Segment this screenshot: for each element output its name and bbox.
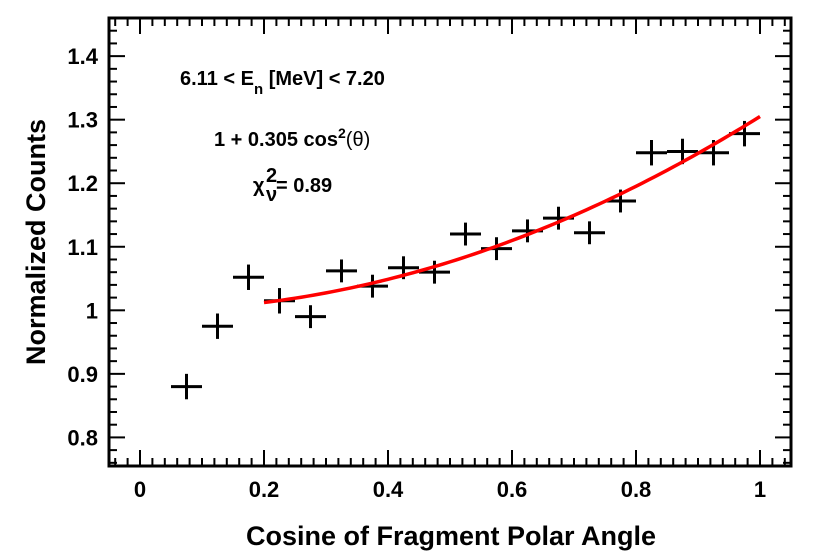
- x-tick-label: 0: [134, 477, 146, 502]
- annotation-fit-function: 1 + 0.305 cos2(θ): [214, 125, 370, 151]
- tick-marks: [109, 17, 791, 466]
- fit-curve: [263, 115, 761, 305]
- data-point: [326, 259, 357, 283]
- x-tick-label: 0.4: [373, 477, 404, 502]
- data-point: [295, 305, 326, 329]
- annotation-chi2-symbol: χ: [253, 175, 265, 197]
- data-point: [574, 221, 605, 245]
- data-point: [667, 138, 698, 165]
- data-series: [171, 120, 760, 400]
- data-point: [450, 222, 481, 246]
- x-tick-label: 0.2: [249, 477, 280, 502]
- y-tick-label: 1.4: [67, 44, 98, 69]
- y-tick-label: 0.9: [67, 362, 98, 387]
- y-tick-label: 0.8: [67, 425, 98, 450]
- annotation-chi2-sup: 2: [266, 165, 277, 187]
- tick-labels: 0 0.2 0.4 0.6 0.8 1 0.8 0.9 1 1.1 1.2 1.3 1.4: [67, 44, 766, 502]
- annotation-energy-range: 6.11 < En [MeV] < 7.20: [180, 68, 385, 98]
- y-tick-label: 1: [86, 298, 98, 323]
- y-tick-label: 1.3: [67, 108, 98, 133]
- x-tick-label: 1: [754, 477, 766, 502]
- data-point: [171, 373, 202, 400]
- y-tick-label: 1.2: [67, 171, 98, 196]
- data-point: [419, 260, 450, 284]
- y-tick-label: 1.1: [67, 235, 98, 260]
- annotation-chi2-value: = 0.89: [276, 175, 332, 197]
- data-point: [202, 313, 233, 339]
- annotation-chi2-sub: ν: [266, 184, 277, 206]
- x-tick-label: 0.6: [497, 477, 528, 502]
- y-axis-title: Normalized Counts: [21, 119, 51, 365]
- data-point: [233, 264, 264, 290]
- x-axis-title: Cosine of Fragment Polar Angle: [246, 521, 656, 551]
- x-tick-label: 0.8: [621, 477, 652, 502]
- data-point: [636, 140, 667, 166]
